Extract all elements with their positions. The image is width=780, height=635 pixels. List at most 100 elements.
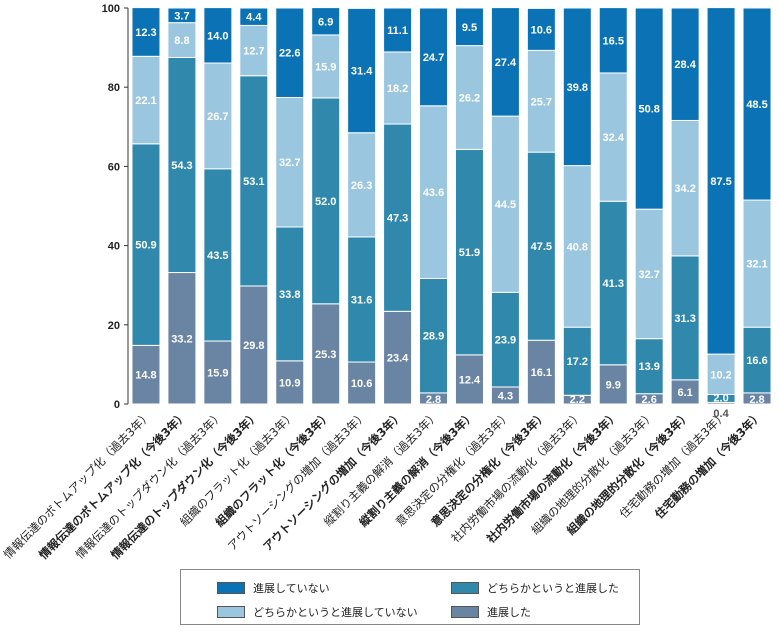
legend-swatch <box>217 582 245 594</box>
bar-segment <box>203 340 233 405</box>
bar-segment <box>490 115 520 293</box>
data-label: 22.6 <box>279 48 300 60</box>
data-label: 22.1 <box>135 95 156 107</box>
data-label: 11.1 <box>387 25 408 37</box>
bars: 14.8 50.9 22.1 12.3 33.2 54.3 8.8 3.7 15.9 43.5 26… <box>131 7 772 420</box>
data-label: 44.5 <box>495 199 516 211</box>
data-label: 23.4 <box>387 353 409 365</box>
bar-segment <box>239 7 269 26</box>
bar-segment <box>526 151 556 341</box>
data-label: 15.9 <box>315 61 336 73</box>
bar-segment <box>526 7 556 51</box>
bar-segment <box>275 360 305 405</box>
data-label: 25.3 <box>315 349 336 361</box>
bar-segment <box>670 255 700 381</box>
data-label: 26.3 <box>351 180 372 192</box>
data-label: 27.4 <box>495 57 517 69</box>
bar-segment <box>598 364 628 405</box>
category-label: 情報伝達のボトムアップ化（今後3年） <box>36 408 191 563</box>
data-label: 40.8 <box>567 241 588 253</box>
bar-segment <box>706 353 736 395</box>
bar-segment <box>454 148 484 356</box>
data-label: 16.6 <box>746 355 767 367</box>
data-label: 29.8 <box>243 340 264 352</box>
bar-segment <box>275 96 305 228</box>
bar-segment <box>203 168 233 342</box>
legend: 進展していない どちらかというと進展した どちらかというと進展していない 進展し… <box>180 569 640 625</box>
bar-segment <box>562 7 592 167</box>
data-label: 32.7 <box>638 269 659 281</box>
bar-segment <box>562 165 592 328</box>
data-label: 9.5 <box>462 22 477 34</box>
bar-segment <box>598 7 628 74</box>
data-label: 0.4 <box>713 408 729 420</box>
data-label: 6.1 <box>677 387 692 399</box>
legend-swatch <box>217 606 245 618</box>
legend-item-progressed: 進展した <box>451 604 531 620</box>
bar-segment <box>167 7 197 24</box>
legend-item-somewhat-progressed: どちらかというと進展した <box>451 580 619 596</box>
data-label: 87.5 <box>710 176 731 188</box>
data-label: 31.4 <box>351 66 373 78</box>
data-label: 10.6 <box>351 378 372 390</box>
bar-segment <box>598 72 628 202</box>
data-label: 32.1 <box>746 259 767 271</box>
data-label: 2.2 <box>570 394 585 406</box>
data-label: 54.3 <box>171 160 192 172</box>
bar-segment <box>311 34 341 99</box>
data-label: 12.4 <box>459 374 481 386</box>
category-label: 社内労働市場の流動化（過去3年） <box>448 408 585 545</box>
data-label: 43.5 <box>207 250 228 262</box>
data-label: 34.2 <box>674 183 695 195</box>
y-axis: 0 20 40 60 80 100 <box>102 3 129 411</box>
legend-label: 進展していない <box>253 582 330 595</box>
data-label: 51.9 <box>459 247 480 259</box>
bar-segment <box>167 57 197 274</box>
data-label: 28.9 <box>423 331 444 343</box>
data-label: 33.8 <box>279 289 300 301</box>
data-label: 9.9 <box>606 379 621 391</box>
data-label: 10.2 <box>710 369 731 381</box>
legend-label: どちらかというと進展していない <box>253 606 418 619</box>
y-tick-label: 100 <box>102 3 120 15</box>
bar-segment <box>419 105 449 279</box>
data-label: 2.0 <box>713 392 728 404</box>
bar-segment <box>383 51 413 125</box>
data-label: 53.1 <box>243 176 264 188</box>
data-label: 17.2 <box>567 356 588 368</box>
bar-segment <box>347 7 377 134</box>
bar-segment <box>490 7 520 117</box>
bar-segment <box>526 339 556 405</box>
legend-item-somewhat-not-progressed: どちらかというと進展していない <box>217 604 418 620</box>
bar-segment <box>490 291 520 388</box>
bar-segment <box>742 7 772 201</box>
data-label: 14.0 <box>207 30 228 42</box>
data-label: 50.8 <box>638 104 659 116</box>
bar-segment <box>203 7 233 64</box>
bar-segment <box>131 143 161 346</box>
data-label: 2.8 <box>426 394 441 406</box>
legend-label: 進展した <box>487 606 531 619</box>
bar-segment <box>275 226 305 362</box>
data-label: 41.3 <box>603 278 624 290</box>
data-label: 25.7 <box>531 96 552 108</box>
bar-segment <box>562 326 592 396</box>
bar-segment <box>131 344 161 405</box>
bar-segment <box>419 7 449 107</box>
bar-segment <box>454 7 484 47</box>
data-label: 26.2 <box>459 92 480 104</box>
data-label: 2.8 <box>749 394 764 406</box>
data-label: 6.9 <box>318 16 333 28</box>
data-label: 52.0 <box>315 196 336 208</box>
data-label: 14.8 <box>135 370 156 382</box>
bar-segment <box>275 7 305 98</box>
data-label: 10.6 <box>531 24 552 36</box>
data-label: 47.3 <box>387 213 408 225</box>
legend-swatch <box>451 582 479 594</box>
bar-segment <box>634 7 664 210</box>
data-label: 24.7 <box>423 52 444 64</box>
data-label: 32.7 <box>279 157 300 169</box>
data-label: 33.2 <box>171 333 192 345</box>
bar-segment <box>598 200 628 366</box>
y-tick-label: 80 <box>108 82 120 94</box>
